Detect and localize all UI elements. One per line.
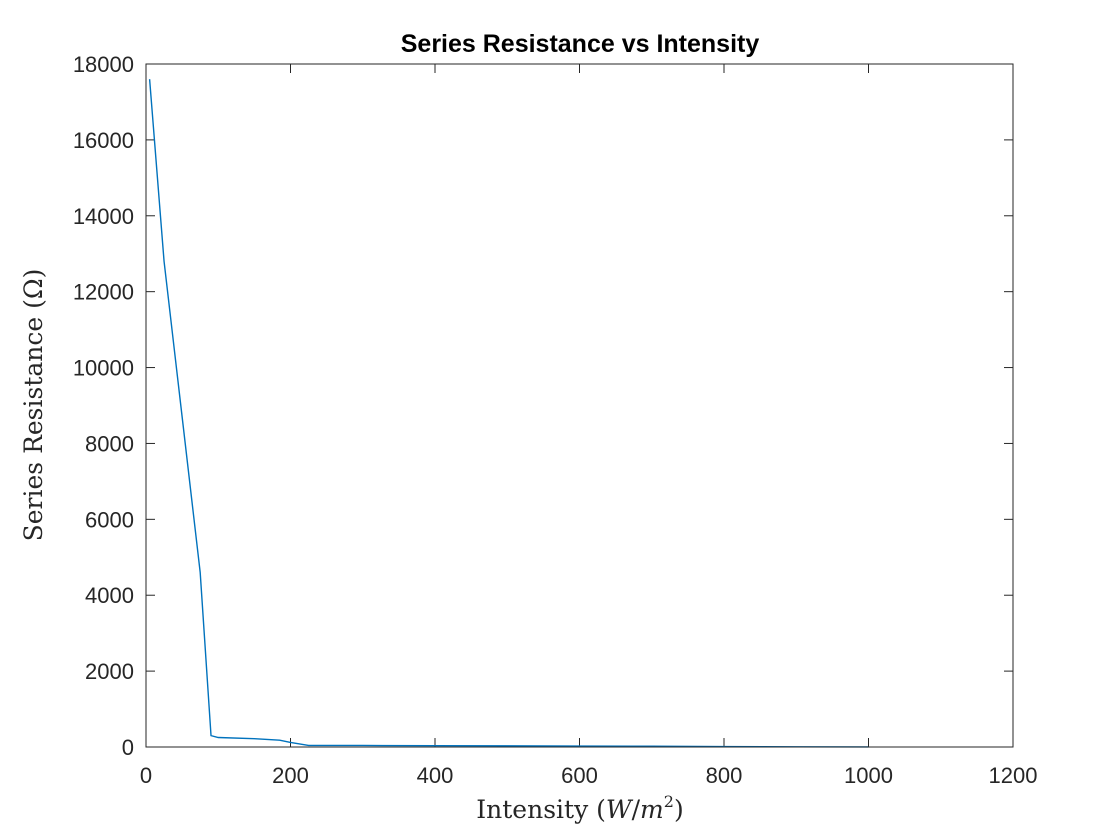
x-tick-label: 800 — [706, 763, 743, 788]
y-tick-label: 0 — [122, 735, 134, 760]
y-tick-label: 10000 — [73, 356, 134, 381]
x-axis-label-var1: W — [606, 795, 634, 824]
x-axis-label-var2: m — [640, 795, 664, 824]
x-tick-label: 400 — [417, 763, 454, 788]
x-tick-label: 600 — [561, 763, 598, 788]
y-tick-labels: 0 2000 4000 6000 8000 10000 12000 14000 16000 180… — [73, 52, 134, 760]
y-tick-label: 14000 — [73, 204, 134, 229]
chart-title: Series Resistance vs Intensity — [401, 30, 760, 58]
plot-background — [146, 64, 1013, 747]
y-tick-label: 4000 — [85, 583, 134, 608]
x-axis-label-slash: / — [632, 795, 641, 824]
plot-frame — [145, 63, 1014, 748]
x-axis-label-prefix: Intensity ( — [476, 795, 606, 824]
y-tick-label: 16000 — [73, 128, 134, 153]
y-axis-label: Series Resistance (Ω) — [19, 269, 48, 542]
y-tick-label: 2000 — [85, 659, 134, 684]
y-tick-label: 6000 — [85, 507, 134, 532]
series-line — [148, 79, 869, 748]
x-tick-label: 1000 — [844, 763, 893, 788]
x-tick-label: 200 — [272, 763, 309, 788]
x-axis-label: Intensity (W/m2) — [476, 792, 683, 824]
x-tick-label: 1200 — [989, 763, 1038, 788]
x-tick-label: 0 — [140, 763, 152, 788]
y-tick-label: 8000 — [85, 431, 134, 456]
y-tick-label: 12000 — [73, 280, 134, 305]
y-tick-label: 18000 — [73, 52, 134, 77]
x-tick-labels: 0 200 400 600 800 1000 1200 — [140, 763, 1038, 788]
x-axis-label-exponent: 2 — [664, 792, 674, 811]
x-axis-label-suffix: ) — [674, 795, 684, 824]
